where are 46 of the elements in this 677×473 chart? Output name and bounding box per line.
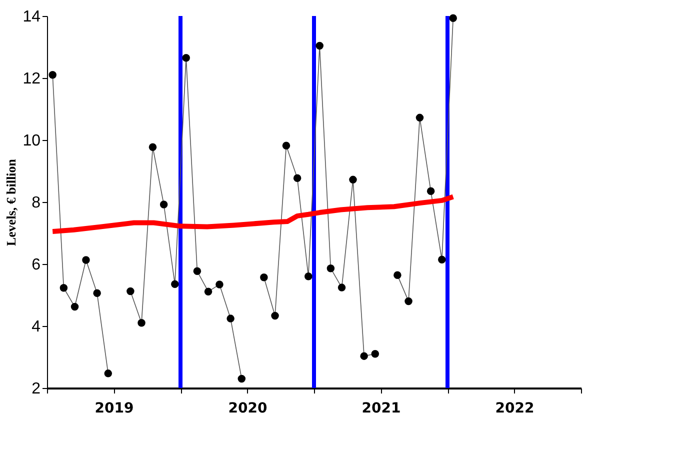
y-tick-label: 4	[32, 318, 41, 336]
point	[104, 370, 112, 378]
point	[349, 176, 357, 184]
y-tick-label: 10	[22, 132, 41, 150]
point	[282, 142, 290, 150]
point	[404, 297, 412, 306]
point	[326, 264, 335, 272]
point	[238, 374, 246, 383]
point	[193, 267, 202, 275]
point	[148, 143, 157, 151]
y-tick-label: 2	[32, 380, 41, 398]
point	[216, 280, 224, 288]
point	[338, 284, 346, 292]
point	[60, 284, 68, 292]
point	[48, 71, 56, 79]
point	[138, 319, 146, 327]
point	[70, 302, 79, 311]
point	[416, 114, 424, 122]
point	[171, 280, 179, 288]
point	[260, 273, 268, 282]
point	[371, 350, 380, 358]
point	[271, 312, 279, 320]
y-axis-title: Levels, € billion	[4, 158, 19, 246]
y-tick-label: 8	[32, 194, 41, 212]
point	[438, 256, 446, 264]
point	[293, 174, 302, 182]
point	[226, 314, 234, 322]
point	[93, 289, 101, 298]
x-tick-label: 2019	[94, 400, 134, 416]
point	[126, 287, 134, 296]
y-tick-label: 12	[22, 70, 41, 88]
point	[182, 54, 190, 62]
point	[160, 200, 168, 208]
x-tick-label: 2022	[495, 400, 534, 416]
y-tick-label: 14	[22, 8, 41, 26]
point	[426, 187, 435, 196]
point	[204, 288, 212, 296]
x-tick-label: 2020	[228, 400, 268, 416]
point	[304, 272, 312, 280]
point	[82, 256, 90, 264]
point	[449, 14, 457, 22]
point	[360, 352, 368, 360]
y-tick-label: 6	[32, 256, 41, 274]
x-tick-label: 2021	[362, 400, 401, 416]
point	[316, 42, 324, 50]
point	[394, 271, 402, 280]
